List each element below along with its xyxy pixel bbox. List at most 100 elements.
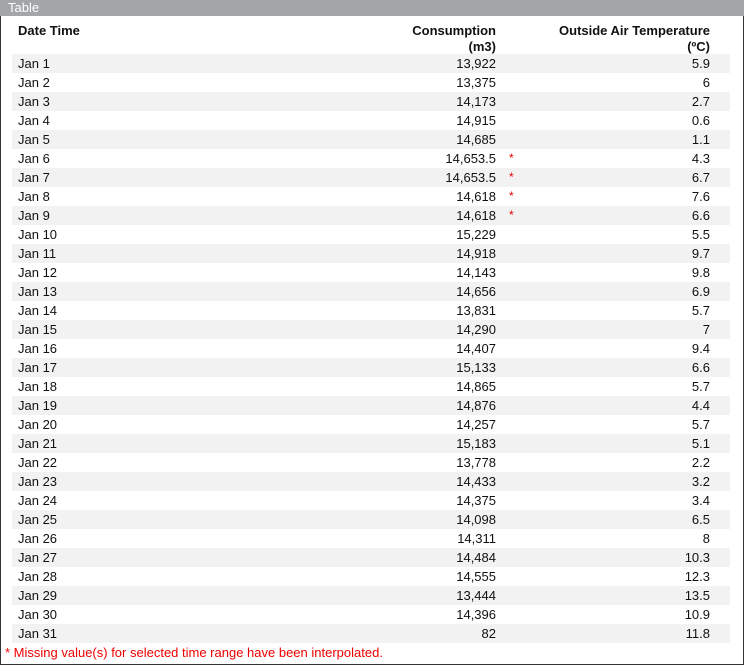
cell-consumption: 14,098 [456,512,496,527]
cell-temperature: 6.5 [691,512,710,527]
cell-consumption: 14,433 [456,474,496,489]
table-row: Jan 17 15,133 6.6 [12,358,730,377]
cell-date: Jan 7 [18,170,50,185]
cell-temperature: 13.5 [684,588,710,603]
cell-consumption: 13,444 [456,588,496,603]
cell-consumption: 15,133 [456,360,496,375]
cell-temperature: 10.3 [684,550,710,565]
table-row: Jan 15 14,290 7 [12,320,730,339]
cell-consumption: 14,375 [456,493,496,508]
cell-temperature: 9.4 [691,341,710,356]
column-header-temperature-unit: (ºC) [687,39,710,54]
cell-consumption: 14,618 [456,189,496,204]
cell-temperature: 5.7 [691,303,710,318]
table-row: Jan 13 14,656 6.9 [12,282,730,301]
cell-consumption: 14,653.5 [445,170,496,185]
cell-temperature: 4.4 [691,398,710,413]
cell-temperature: 5.9 [691,56,710,71]
interpolated-marker: * [509,189,514,203]
cell-temperature: 9.8 [691,265,710,280]
table-row: Jan 7 14,653.5 * 6.7 [12,168,730,187]
cell-date: Jan 17 [18,360,58,375]
cell-temperature: 4.3 [691,151,710,166]
cell-consumption: 14,685 [456,132,496,147]
table-body: Jan 1 13,922 5.9 Jan 2 13,375 6 Jan 3 14,173 2.7… [12,54,730,643]
table-row: Jan 26 14,311 8 [12,529,730,548]
interpolated-marker: * [509,208,514,222]
column-header-temperature-line1: Outside Air Temperature [559,23,710,38]
cell-temperature: 6.7 [691,170,710,185]
cell-date: Jan 2 [18,75,50,90]
cell-consumption: 13,831 [456,303,496,318]
cell-temperature: 6.6 [691,208,710,223]
column-header-date-time: Date Time [18,23,80,38]
cell-date: Jan 21 [18,436,58,451]
column-header-temperature: Outside Air Temperature (ºC) [559,23,710,55]
table-row: Jan 1 13,922 5.9 [12,54,730,73]
cell-date: Jan 24 [18,493,58,508]
cell-consumption: 14,618 [456,208,496,223]
cell-date: Jan 12 [18,265,58,280]
table-row: Jan 6 14,653.5 * 4.3 [12,149,730,168]
cell-consumption: 82 [481,626,496,641]
table-row: Jan 2 13,375 6 [12,73,730,92]
cell-consumption: 14,396 [456,607,496,622]
table-row: Jan 24 14,375 3.4 [12,491,730,510]
cell-consumption: 14,876 [456,398,496,413]
cell-consumption: 14,865 [456,379,496,394]
cell-date: Jan 30 [18,607,58,622]
table-row: Jan 25 14,098 6.5 [12,510,730,529]
cell-temperature: 6.6 [691,360,710,375]
column-header-consumption-line1: Consumption [412,23,496,38]
cell-date: Jan 23 [18,474,58,489]
interpolated-marker: * [509,170,514,184]
cell-temperature: 10.9 [684,607,710,622]
table-row: Jan 29 13,444 13.5 [12,586,730,605]
table-row: Jan 8 14,618 * 7.6 [12,187,730,206]
table-row: Jan 18 14,865 5.7 [12,377,730,396]
cell-consumption: 13,922 [456,56,496,71]
cell-temperature: 2.7 [691,94,710,109]
table-row: Jan 11 14,918 9.7 [12,244,730,263]
cell-consumption: 14,311 [457,531,496,546]
table-row: Jan 4 14,915 0.6 [12,111,730,130]
cell-temperature: 7.6 [691,189,710,204]
cell-temperature: 8 [702,531,710,546]
cell-date: Jan 22 [18,455,58,470]
cell-consumption: 14,173 [456,94,496,109]
table-row: Jan 22 13,778 2.2 [12,453,730,472]
cell-temperature: 3.4 [691,493,710,508]
table-row: Jan 31 82 11.8 [12,624,730,643]
cell-consumption: 14,290 [456,322,496,337]
table-row: Jan 16 14,407 9.4 [12,339,730,358]
cell-temperature: 5.1 [691,436,710,451]
cell-temperature: 1.1 [691,132,710,147]
cell-temperature: 12.3 [684,569,710,584]
cell-date: Jan 14 [18,303,58,318]
cell-date: Jan 18 [18,379,58,394]
cell-date: Jan 9 [18,208,50,223]
cell-consumption: 14,915 [456,113,496,128]
cell-date: Jan 10 [18,227,58,242]
table-row: Jan 27 14,484 10.3 [12,548,730,567]
table-row: Jan 3 14,173 2.7 [12,92,730,111]
cell-date: Jan 16 [18,341,58,356]
cell-date: Jan 26 [18,531,58,546]
cell-temperature: 7 [702,322,710,337]
cell-temperature: 2.2 [691,455,710,470]
cell-temperature: 0.6 [691,113,710,128]
cell-date: Jan 5 [18,132,50,147]
cell-date: Jan 1 [18,56,50,71]
cell-consumption: 13,778 [456,455,496,470]
cell-consumption: 14,143 [456,265,496,280]
table-row: Jan 28 14,555 12.3 [12,567,730,586]
cell-consumption: 15,229 [456,227,496,242]
cell-consumption: 14,653.5 [445,151,496,166]
cell-date: Jan 27 [18,550,58,565]
cell-temperature: 5.7 [691,379,710,394]
table-row: Jan 30 14,396 10.9 [12,605,730,624]
column-header-consumption: Consumption (m3) [412,23,496,55]
cell-consumption: 14,484 [456,550,496,565]
cell-temperature: 3.2 [691,474,710,489]
table-row: Jan 9 14,618 * 6.6 [12,206,730,225]
